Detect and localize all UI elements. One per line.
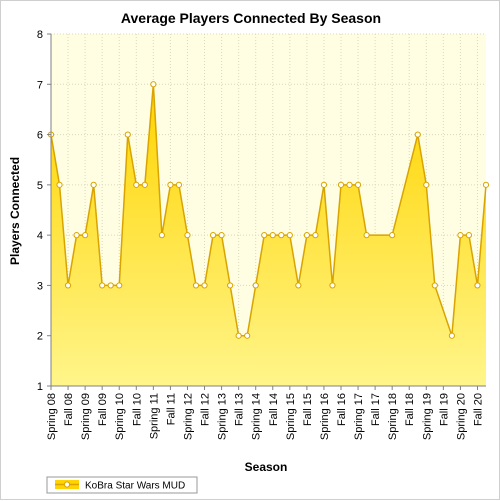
x-tick-label: Fall 08 (63, 393, 75, 426)
y-tick-label: 7 (37, 79, 43, 91)
x-tick-label: Spring 12 (182, 393, 194, 440)
data-point (107, 282, 114, 289)
data-point (252, 282, 259, 289)
data-point (235, 332, 242, 339)
data-point (423, 181, 430, 188)
data-point (414, 131, 421, 138)
legend-box (46, 476, 198, 494)
legend-series-label: KoBra Star Wars MUD (85, 481, 185, 492)
data-point (354, 181, 362, 188)
data-point (261, 232, 268, 239)
data-point (64, 282, 72, 289)
data-point (269, 232, 276, 239)
data-point (320, 181, 328, 188)
y-tick-label: 1 (37, 381, 43, 393)
data-point (73, 232, 80, 239)
x-axis-label: Season (245, 460, 288, 474)
data-point (158, 232, 165, 239)
data-point (218, 232, 225, 239)
data-point (124, 131, 131, 138)
data-point (329, 282, 336, 289)
data-point (209, 232, 217, 239)
y-tick-label: 4 (37, 230, 43, 242)
x-tick-label: Fall 10 (131, 393, 143, 426)
data-point (116, 282, 123, 289)
x-tick-label: Fall 12 (200, 393, 212, 426)
data-point (201, 282, 208, 289)
x-tick-label: Fall 19 (438, 393, 450, 426)
legend-marker (63, 481, 71, 488)
data-point (457, 232, 464, 239)
x-tick-label: Spring 13 (217, 393, 229, 440)
x-tick-label: Spring 14 (251, 393, 263, 440)
data-point (99, 282, 106, 289)
data-point (141, 181, 148, 188)
data-point (312, 232, 319, 239)
y-tick-label: 5 (37, 180, 43, 192)
data-point (431, 282, 438, 289)
data-point (448, 332, 455, 339)
x-tick-label: Spring 15 (285, 393, 297, 440)
x-tick-label: Spring 11 (148, 393, 160, 439)
x-tick-label: Spring 16 (319, 393, 331, 440)
y-tick-label: 3 (37, 280, 43, 292)
x-tick-label: Fall 20 (472, 393, 484, 426)
x-tick-label: Spring 08 (46, 393, 58, 440)
data-point (133, 181, 140, 188)
x-tick-label: Spring 19 (421, 393, 433, 440)
x-tick-label: Spring 20 (455, 393, 467, 440)
y-axis-ticks: 1 2 3 4 5 6 7 8 (37, 29, 51, 393)
x-tick-label: Fall 09 (97, 393, 109, 426)
data-point (286, 232, 293, 239)
data-point (56, 181, 63, 188)
data-point (474, 282, 481, 289)
x-tick-label: Spring 18 (387, 393, 399, 440)
data-point (90, 181, 97, 188)
x-tick-label: Fall 17 (370, 393, 382, 426)
data-point (363, 232, 370, 239)
x-tick-label: Fall 13 (234, 393, 246, 426)
data-point (184, 232, 191, 239)
data-point (303, 232, 310, 239)
x-tick-label: Fall 18 (404, 393, 416, 426)
data-point (295, 282, 302, 289)
data-point (175, 181, 183, 188)
legend: KoBra Star Wars MUD (46, 476, 198, 494)
series-markers (47, 81, 490, 339)
y-tick-label: 6 (37, 130, 43, 142)
data-point (465, 232, 473, 239)
y-axis-label: Players Connected (8, 157, 22, 265)
y-tick-label: 8 (37, 29, 43, 41)
data-point (389, 232, 396, 239)
x-tick-label: Fall 14 (268, 393, 280, 426)
data-point (244, 332, 251, 339)
data-point (82, 232, 89, 239)
x-tick-label: Spring 17 (353, 393, 365, 440)
data-point (192, 282, 200, 289)
x-tick-label: Fall 15 (302, 393, 314, 426)
data-point (167, 181, 174, 188)
x-axis-ticks: Spring 08 Fall 08 Spring 09 Fall 09 Spring 1… (46, 386, 484, 440)
x-tick-label: Fall 16 (336, 393, 348, 426)
x-tick-label: Fall 11 (165, 393, 177, 425)
x-tick-label: Spring 10 (114, 393, 126, 440)
data-point (278, 232, 285, 239)
x-tick-label: Spring 09 (80, 393, 92, 440)
data-point (482, 181, 490, 188)
data-point (150, 81, 157, 88)
y-tick-label: 2 (37, 331, 43, 343)
data-point (337, 181, 345, 188)
data-point (346, 181, 353, 188)
chart-title: Average Players Connected By Season (121, 10, 381, 26)
data-point (227, 282, 234, 289)
